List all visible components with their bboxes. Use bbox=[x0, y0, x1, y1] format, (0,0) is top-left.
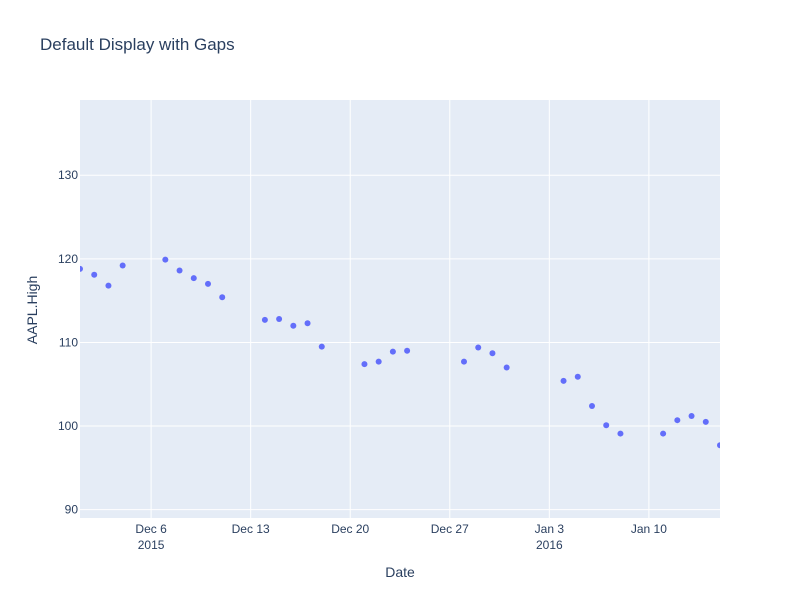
data-point bbox=[503, 364, 510, 371]
data-layer bbox=[80, 256, 720, 449]
data-point bbox=[389, 348, 396, 355]
y-axis-label: AAPL.High bbox=[24, 276, 40, 344]
y-tick-label: 120 bbox=[58, 252, 78, 266]
data-point bbox=[190, 275, 197, 282]
x-tick-label: Jan 3 bbox=[535, 522, 565, 536]
data-point bbox=[176, 267, 183, 274]
data-point bbox=[80, 265, 83, 272]
data-point bbox=[119, 262, 126, 269]
data-point bbox=[702, 418, 709, 425]
data-point bbox=[674, 417, 681, 424]
x-tick-label: Dec 20 bbox=[331, 522, 369, 536]
data-point bbox=[475, 344, 482, 351]
data-point bbox=[375, 358, 382, 365]
data-point bbox=[261, 316, 268, 323]
y-tick-label: 100 bbox=[58, 419, 78, 433]
data-point bbox=[404, 347, 411, 354]
y-axis-ticks: 90 100 110 120 130 bbox=[58, 168, 78, 516]
data-point bbox=[219, 294, 226, 301]
scatter-series bbox=[80, 256, 720, 449]
data-point bbox=[688, 413, 695, 420]
data-point bbox=[461, 358, 467, 365]
x-tick-label: Dec 13 bbox=[232, 522, 270, 536]
x-axis-ticks: Dec 6 2015 Dec 13 Dec 20 Dec 27 Jan 3 2016 Jan … bbox=[135, 522, 667, 552]
data-point bbox=[304, 320, 311, 327]
x-tick-year-label: 2015 bbox=[138, 538, 165, 552]
data-point bbox=[574, 373, 581, 380]
data-point bbox=[489, 350, 496, 357]
x-tick-label: Dec 6 bbox=[135, 522, 167, 536]
x-tick-label: Dec 27 bbox=[431, 522, 469, 536]
data-point bbox=[717, 442, 720, 449]
x-axis-label: Date bbox=[385, 564, 415, 580]
data-point bbox=[162, 256, 169, 263]
gridlines bbox=[80, 100, 720, 518]
data-point bbox=[560, 377, 567, 384]
y-tick-label: 90 bbox=[65, 503, 79, 517]
data-point bbox=[318, 343, 325, 350]
data-point bbox=[589, 402, 595, 409]
x-tick-label: Jan 10 bbox=[631, 522, 667, 536]
chart-title: Default Display with Gaps bbox=[40, 35, 235, 54]
data-point bbox=[603, 422, 610, 429]
data-point bbox=[290, 322, 297, 329]
data-point bbox=[276, 316, 283, 323]
y-tick-label: 110 bbox=[59, 335, 78, 349]
data-point bbox=[660, 430, 667, 437]
data-point bbox=[91, 271, 98, 278]
data-point bbox=[361, 361, 368, 368]
data-point bbox=[617, 430, 624, 437]
y-tick-label: 130 bbox=[58, 168, 78, 182]
data-point bbox=[105, 282, 112, 289]
x-tick-year-label: 2016 bbox=[536, 538, 563, 552]
data-point bbox=[205, 280, 211, 287]
plot-area bbox=[80, 100, 720, 518]
